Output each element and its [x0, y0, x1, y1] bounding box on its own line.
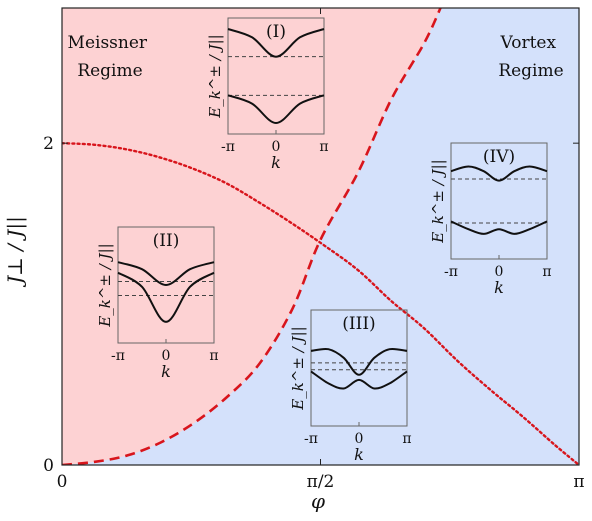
- inset-x-axis-label: k: [161, 362, 171, 381]
- inset-band-lower: [310, 370, 408, 390]
- x-tick-label: 0: [57, 472, 68, 492]
- meissner-region-fill: [62, 8, 441, 465]
- inset-x-axis-label: k: [494, 278, 504, 297]
- inset-panel-4: -π 0 π k E_k^± / J|| (IV): [429, 142, 552, 297]
- inset-x-tick-label: 0: [272, 139, 281, 155]
- inset-roman-label: (I): [266, 22, 286, 42]
- meissner-regime-label: Meissner Regime: [68, 33, 153, 81]
- x-tick-label: π/2: [307, 472, 335, 492]
- y-tick-label: 0: [43, 456, 54, 476]
- axis-ticks: 0 π/2 π 0 2: [43, 8, 585, 492]
- dotted-curve-line: [62, 142, 579, 465]
- inset-roman-label: (IV): [483, 147, 515, 167]
- inset-roman-label: (III): [342, 314, 375, 334]
- inset-x-tick-label: -π: [444, 264, 458, 280]
- inset-x-tick-label: π: [402, 431, 411, 447]
- phase-regions: [62, 8, 579, 465]
- y-axis-title: J⊥ / J||: [3, 216, 28, 288]
- inset-x-tick-label: 0: [495, 264, 504, 280]
- inset-x-tick-label: -π: [221, 139, 235, 155]
- x-axis-title: φ: [311, 489, 325, 513]
- vortex-regime-label: Vortex Regime: [498, 33, 563, 81]
- inset-x-tick-label: π: [319, 139, 328, 155]
- x-tick-label: π: [573, 472, 584, 492]
- inset-x-tick-label: 0: [162, 348, 171, 364]
- inset-x-tick-label: -π: [304, 431, 318, 447]
- inset-band-lower: [117, 271, 215, 323]
- inset-band-lower: [227, 94, 325, 125]
- inset-band-lower: [450, 220, 548, 235]
- inset-panel-1: -π 0 π k E_k^± / J|| (I): [206, 17, 329, 172]
- inset-x-axis-label: k: [354, 445, 364, 464]
- critical-boundary-dashed-line: [62, 8, 442, 465]
- inset-x-axis-label: k: [271, 153, 281, 172]
- inset-panel-3: -π 0 π k E_k^± / J|| (III): [289, 309, 412, 464]
- inset-x-tick-label: 0: [355, 431, 364, 447]
- inset-x-tick-label: π: [542, 264, 551, 280]
- inset-y-axis-label: E_k^± / J||: [96, 243, 114, 327]
- inset-band-upper: [117, 261, 215, 287]
- series-layer: [62, 8, 579, 465]
- band-structure-insets: -π 0 πkE_k^± / J||(I)-π 0 πkE_k^± / J||(II)-…: [96, 17, 552, 464]
- inset-band-upper: [450, 165, 548, 182]
- inset-y-axis-label: E_k^± / J||: [206, 34, 224, 118]
- inset-roman-label: (II): [153, 231, 180, 251]
- inset-y-axis-label: E_k^± / J||: [429, 159, 447, 243]
- inset-y-axis-label: E_k^± / J||: [289, 326, 307, 410]
- inset-band-upper: [310, 347, 408, 376]
- inset-x-tick-label: π: [209, 348, 218, 364]
- inset-band-upper: [227, 28, 325, 58]
- inset-panel-2: -π 0 π k E_k^± / J|| (II): [96, 226, 219, 381]
- inset-x-tick-label: -π: [111, 348, 125, 364]
- y-tick-label: 2: [43, 134, 54, 154]
